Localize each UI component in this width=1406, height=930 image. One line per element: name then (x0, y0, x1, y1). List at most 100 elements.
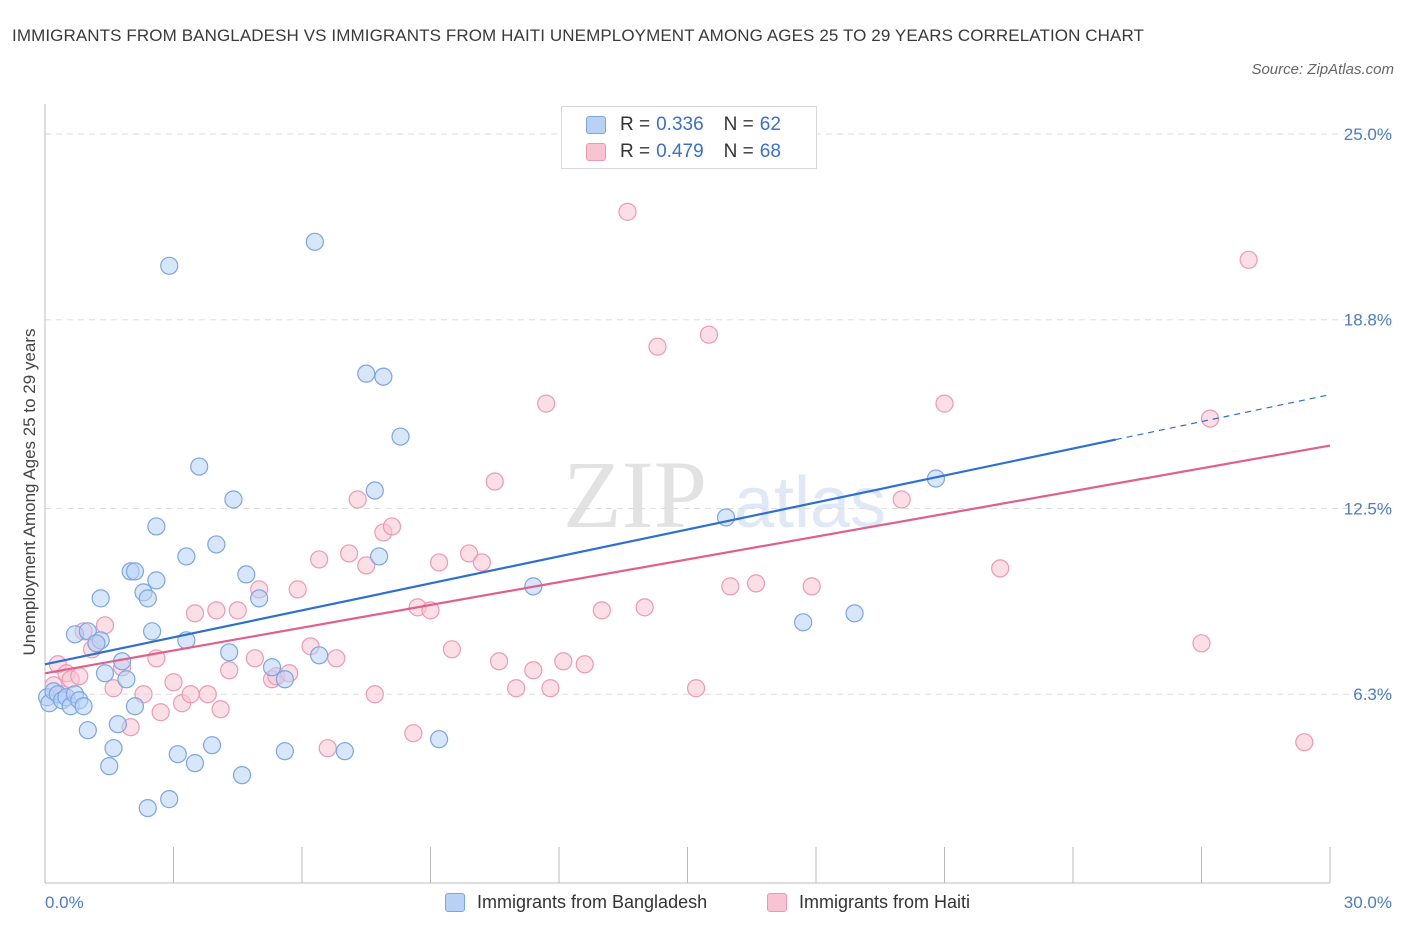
data-point-haiti[interactable] (104, 679, 123, 698)
data-point-haiti[interactable] (181, 685, 200, 704)
data-point-bangladesh[interactable] (108, 715, 127, 734)
data-point-haiti[interactable] (592, 601, 611, 620)
data-point-haiti[interactable] (310, 550, 329, 569)
data-point-haiti[interactable] (721, 577, 740, 596)
data-point-bangladesh[interactable] (160, 790, 179, 809)
data-point-bangladesh[interactable] (177, 547, 196, 566)
data-point-bangladesh[interactable] (370, 547, 389, 566)
data-point-haiti[interactable] (442, 640, 462, 659)
data-point-haiti[interactable] (554, 652, 573, 671)
data-point-haiti[interactable] (365, 685, 384, 704)
data-point-bangladesh[interactable] (95, 664, 115, 683)
data-point-bangladesh[interactable] (87, 634, 106, 653)
data-point-haiti[interactable] (686, 679, 706, 698)
data-point-bangladesh[interactable] (232, 766, 252, 785)
data-point-bangladesh[interactable] (185, 754, 205, 773)
legend-row-bangladesh: R = 0.336 N = 62 (586, 112, 781, 138)
data-point-haiti[interactable] (489, 652, 509, 671)
data-point-haiti[interactable] (1239, 250, 1258, 269)
data-point-bangladesh[interactable] (142, 622, 162, 641)
data-point-haiti[interactable] (507, 679, 526, 698)
data-point-bangladesh[interactable] (391, 427, 410, 446)
data-point-bangladesh[interactable] (250, 589, 269, 608)
data-point-haiti[interactable] (382, 517, 402, 536)
data-point-haiti[interactable] (357, 556, 376, 575)
data-point-haiti[interactable] (70, 667, 89, 686)
data-point-haiti[interactable] (802, 577, 821, 596)
data-point-bangladesh[interactable] (125, 697, 145, 716)
data-point-bangladesh[interactable] (168, 745, 187, 764)
data-point-haiti[interactable] (892, 490, 911, 509)
data-point-bangladesh[interactable] (224, 490, 243, 509)
data-point-bangladesh[interactable] (310, 646, 329, 665)
data-point-bangladesh[interactable] (138, 589, 157, 608)
data-point-bangladesh[interactable] (262, 658, 282, 677)
data-point-haiti[interactable] (575, 655, 594, 674)
data-point-haiti[interactable] (618, 202, 637, 221)
data-point-haiti[interactable] (207, 601, 226, 620)
data-point-bangladesh[interactable] (275, 742, 294, 761)
data-point-haiti[interactable] (699, 325, 719, 344)
series-bangladesh (38, 232, 946, 818)
data-point-haiti[interactable] (472, 553, 491, 572)
data-point-bangladesh[interactable] (147, 517, 166, 536)
data-point-bangladesh[interactable] (845, 604, 864, 623)
data-point-bangladesh[interactable] (74, 697, 93, 716)
legend-swatch-blue (445, 892, 465, 912)
data-point-bangladesh[interactable] (147, 571, 166, 590)
data-point-bangladesh[interactable] (100, 757, 119, 776)
data-point-bangladesh[interactable] (91, 589, 110, 608)
data-point-haiti[interactable] (404, 724, 423, 743)
data-point-haiti[interactable] (991, 559, 1010, 578)
data-point-bangladesh[interactable] (190, 457, 209, 476)
data-point-haiti[interactable] (228, 601, 247, 620)
data-point-haiti[interactable] (95, 616, 115, 635)
data-point-haiti[interactable] (648, 337, 667, 356)
data-point-bangladesh[interactable] (220, 643, 239, 662)
data-point-haiti[interactable] (746, 574, 766, 593)
data-point-bangladesh[interactable] (429, 730, 449, 749)
data-point-bangladesh[interactable] (207, 535, 226, 554)
data-point-bangladesh[interactable] (104, 739, 123, 758)
data-point-haiti[interactable] (318, 739, 337, 758)
data-point-bangladesh[interactable] (78, 721, 97, 740)
data-point-haiti[interactable] (211, 700, 230, 719)
data-point-bangladesh[interactable] (237, 565, 256, 584)
data-point-bangladesh[interactable] (160, 256, 179, 275)
data-point-haiti[interactable] (524, 661, 543, 680)
data-point-haiti[interactable] (185, 604, 205, 623)
data-point-haiti[interactable] (935, 394, 954, 413)
data-point-haiti[interactable] (541, 679, 560, 698)
data-point-haiti[interactable] (348, 490, 367, 509)
data-point-bangladesh[interactable] (365, 481, 384, 500)
data-point-bangladesh[interactable] (335, 742, 354, 761)
data-point-bangladesh[interactable] (357, 364, 376, 383)
data-point-haiti[interactable] (220, 661, 239, 680)
data-point-haiti[interactable] (1295, 733, 1314, 752)
data-point-haiti[interactable] (288, 580, 307, 599)
data-point-haiti[interactable] (151, 703, 170, 722)
data-point-bangladesh[interactable] (275, 670, 294, 689)
data-point-bangladesh[interactable] (374, 367, 393, 386)
data-point-haiti[interactable] (459, 544, 479, 563)
data-point-haiti[interactable] (327, 649, 346, 668)
data-point-bangladesh[interactable] (138, 798, 157, 818)
legend-swatch-pink (767, 892, 787, 912)
data-point-bangladesh[interactable] (202, 736, 222, 755)
data-point-bangladesh[interactable] (305, 232, 324, 251)
data-point-haiti[interactable] (340, 544, 359, 563)
data-point-haiti[interactable] (164, 673, 183, 692)
data-point-haiti[interactable] (537, 394, 556, 413)
data-point-haiti[interactable] (429, 553, 449, 572)
data-point-haiti[interactable] (245, 649, 264, 668)
data-point-haiti[interactable] (1192, 634, 1211, 653)
trend-lines (44, 394, 1331, 675)
data-point-bangladesh[interactable] (125, 562, 145, 581)
data-point-haiti[interactable] (635, 598, 654, 617)
legend-item-haiti[interactable]: Immigrants from Haiti (767, 889, 970, 915)
data-point-bangladesh[interactable] (117, 670, 136, 689)
legend-item-bangladesh[interactable]: Immigrants from Bangladesh (445, 889, 707, 915)
data-point-haiti[interactable] (485, 472, 504, 491)
data-point-haiti[interactable] (198, 685, 217, 704)
data-point-bangladesh[interactable] (794, 613, 813, 632)
